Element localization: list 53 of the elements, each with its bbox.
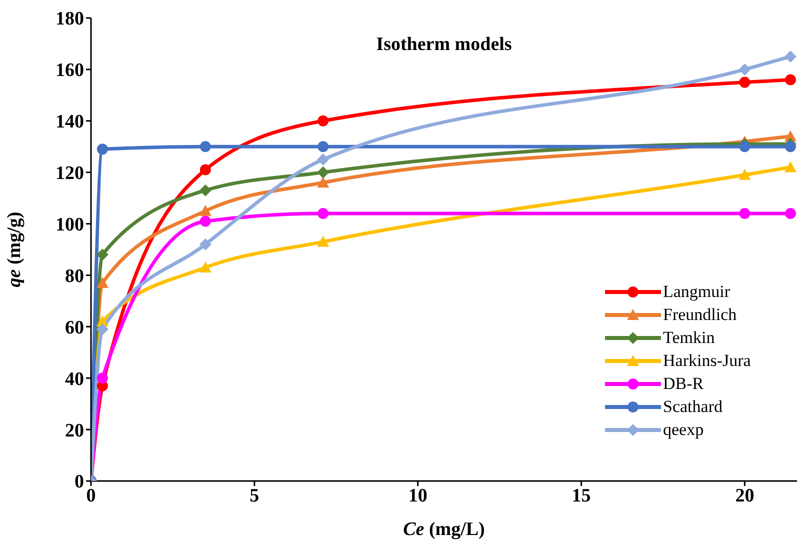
point xyxy=(200,141,211,152)
point xyxy=(738,63,751,76)
y-tick-label: 40 xyxy=(65,368,84,390)
point xyxy=(784,208,796,219)
y-tick-label: 60 xyxy=(65,317,84,338)
text: Isotherm models xyxy=(376,34,512,55)
x-tick-label: 5 xyxy=(250,485,260,506)
point xyxy=(784,50,796,63)
legend-label: qeexp xyxy=(663,420,704,440)
x-tick-label: 10 xyxy=(408,485,428,506)
y-tick-label: 160 xyxy=(56,60,84,82)
y-tick-label: 0 xyxy=(74,472,84,493)
point xyxy=(317,166,330,178)
point xyxy=(318,115,329,126)
y-tick-label: 120 xyxy=(56,163,84,184)
point xyxy=(739,208,750,219)
point xyxy=(317,153,330,166)
y-axis-title: qe (mg/g) xyxy=(4,212,25,288)
point xyxy=(199,204,212,216)
point xyxy=(784,141,796,152)
y-tick-label: 140 xyxy=(56,112,84,133)
point xyxy=(739,141,750,152)
y-tick-label: 20 xyxy=(65,420,84,442)
point xyxy=(200,216,211,227)
x-tick-label: 15 xyxy=(572,485,591,506)
point xyxy=(96,144,108,155)
point xyxy=(96,372,108,384)
point xyxy=(317,236,330,247)
y-tick-label: 100 xyxy=(56,214,84,236)
point xyxy=(784,74,796,86)
legend-label: Langmuir xyxy=(663,282,730,302)
y-tick-label: 80 xyxy=(65,266,84,287)
point xyxy=(318,208,329,219)
legend-label: DB-R xyxy=(663,374,704,394)
y-tick-label: 180 xyxy=(56,8,84,30)
legend-label: Scathard xyxy=(663,396,722,416)
point xyxy=(96,323,108,336)
point xyxy=(784,161,796,172)
point xyxy=(738,168,751,180)
point xyxy=(317,176,330,188)
point xyxy=(199,262,212,273)
x-axis-title: Ce (mg/L) xyxy=(403,519,485,540)
point xyxy=(739,76,750,88)
point xyxy=(96,248,108,261)
point xyxy=(318,141,329,152)
point xyxy=(199,184,212,196)
point xyxy=(96,276,108,288)
point xyxy=(200,164,211,176)
point xyxy=(199,238,212,250)
legend-label: Freundlich xyxy=(663,304,737,324)
legend-label: Temkin xyxy=(663,328,715,348)
legend-label: Harkins-Jura xyxy=(663,350,751,370)
x-tick-label: 20 xyxy=(735,485,754,506)
